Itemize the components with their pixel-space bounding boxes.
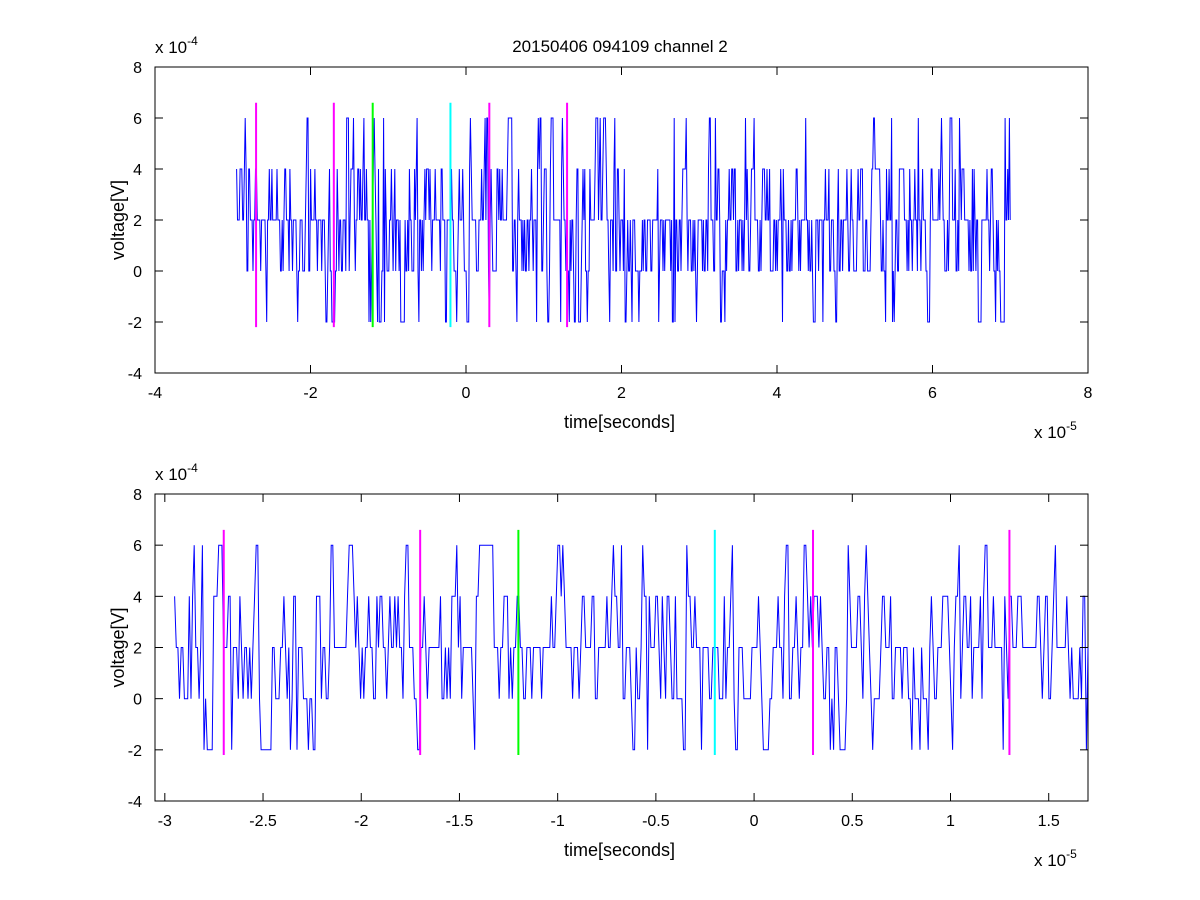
x-tick-label: 6 <box>928 385 937 402</box>
y-tick-label: 6 <box>133 111 142 128</box>
y-tick-label: 0 <box>133 692 142 709</box>
y-tick-label: 8 <box>133 487 142 504</box>
x-tick-label: 0 <box>750 813 759 830</box>
x-tick-label: -1.5 <box>446 813 474 830</box>
top-plot: -4 -2 0 2 4 6 8 -4 -2 0 2 4 6 8 time[seconds] voltage[V… <box>108 34 1093 442</box>
x-tick-label: -3 <box>158 813 172 830</box>
axes-frame <box>154 493 1089 802</box>
x-multiplier-label: x 10-5 <box>1034 419 1077 442</box>
y-tick-label: 0 <box>133 264 142 281</box>
x-tick-label: 4 <box>773 385 782 402</box>
y-multiplier-label: x 10-4 <box>155 34 198 57</box>
y-multiplier-label: x 10-4 <box>155 461 198 484</box>
x-tick-label: 2 <box>617 385 626 402</box>
series-line-0 <box>174 544 1089 751</box>
x-tick-label: 0 <box>462 385 471 402</box>
y-axis-label: voltage[V] <box>108 180 128 260</box>
series-line-0 <box>236 117 1011 323</box>
x-multiplier-label: x 10-5 <box>1034 847 1077 870</box>
y-tick-label: 2 <box>133 213 142 230</box>
x-tick-label: -1 <box>551 813 565 830</box>
y-axis-label: voltage[V] <box>108 607 128 687</box>
x-tick-label: -2 <box>354 813 368 830</box>
x-axis-label: time[seconds] <box>564 412 675 432</box>
x-tick-label: 1 <box>946 813 955 830</box>
x-tick-label: 8 <box>1084 385 1093 402</box>
x-tick-label: 0.5 <box>841 813 863 830</box>
y-tick-label: -4 <box>128 794 142 811</box>
y-tick-label: 6 <box>133 538 142 555</box>
x-axis-label: time[seconds] <box>564 840 675 860</box>
bottom-plot: -3 -2.5 -2 -1.5 -1 -0.5 0 0.5 1 1.5 -4 -2 0 2 4 6 8 time[… <box>108 461 1089 870</box>
y-tick-label: 8 <box>133 60 142 77</box>
x-tick-label: -4 <box>148 385 162 402</box>
x-tick-label: -2.5 <box>249 813 277 830</box>
y-tick-label: 4 <box>133 162 142 179</box>
chart-title: 20150406 094109 channel 2 <box>512 37 728 56</box>
y-tick-label: 4 <box>133 589 142 606</box>
y-tick-label: -4 <box>128 366 142 383</box>
x-tick-label: 1.5 <box>1038 813 1060 830</box>
y-tick-label: -2 <box>128 315 142 332</box>
y-tick-label: 2 <box>133 641 142 658</box>
y-tick-label: -2 <box>128 743 142 760</box>
x-tick-label: -2 <box>303 385 317 402</box>
x-tick-label: -0.5 <box>642 813 670 830</box>
